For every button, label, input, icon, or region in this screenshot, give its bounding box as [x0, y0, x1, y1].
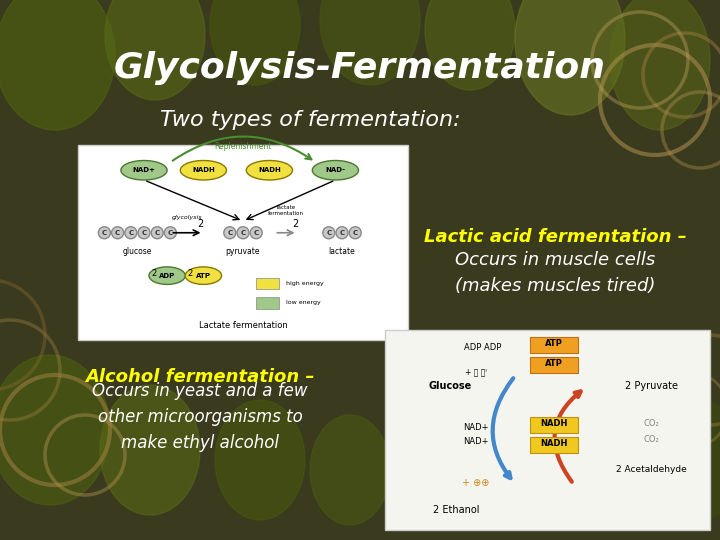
Text: pyruvate: pyruvate	[226, 247, 260, 256]
Text: ATP: ATP	[196, 273, 211, 279]
Text: Replenishment: Replenishment	[215, 141, 271, 151]
Ellipse shape	[105, 0, 205, 100]
Text: NAD-: NAD-	[325, 167, 346, 173]
Text: C: C	[128, 230, 133, 236]
Text: Glucose: Glucose	[428, 381, 472, 391]
Text: C: C	[339, 230, 345, 236]
Ellipse shape	[590, 375, 690, 505]
Text: lactate: lactate	[328, 247, 356, 256]
Text: 2 Ethanol: 2 Ethanol	[433, 505, 480, 515]
Text: C: C	[168, 230, 173, 236]
Text: Glycolysis-Fermentation: Glycolysis-Fermentation	[114, 51, 606, 85]
Text: NAD+: NAD+	[463, 423, 489, 432]
Ellipse shape	[320, 0, 420, 85]
Text: + ⊕⊕: + ⊕⊕	[462, 478, 490, 488]
Ellipse shape	[215, 400, 305, 520]
Circle shape	[237, 227, 249, 239]
Text: C: C	[353, 230, 358, 236]
Ellipse shape	[180, 160, 227, 180]
Text: Two types of fermentation:: Two types of fermentation:	[160, 110, 460, 130]
Text: C: C	[228, 230, 233, 236]
Text: NAD+: NAD+	[463, 437, 489, 446]
Ellipse shape	[100, 385, 200, 515]
FancyBboxPatch shape	[78, 145, 408, 340]
Ellipse shape	[121, 160, 167, 180]
Ellipse shape	[310, 415, 390, 525]
Bar	[256, 278, 279, 289]
Ellipse shape	[0, 0, 115, 130]
Bar	[256, 297, 279, 309]
Text: C: C	[240, 230, 246, 236]
Text: C: C	[326, 230, 331, 236]
FancyBboxPatch shape	[530, 437, 577, 453]
Text: Occurs in muscle cells
(makes muscles tired): Occurs in muscle cells (makes muscles ti…	[455, 251, 655, 295]
FancyBboxPatch shape	[530, 357, 577, 373]
Circle shape	[112, 227, 124, 239]
Circle shape	[164, 227, 176, 239]
Text: C: C	[253, 230, 258, 236]
Text: C: C	[102, 230, 107, 236]
Text: NADH: NADH	[540, 420, 567, 429]
Text: NAD+: NAD+	[132, 167, 156, 173]
Text: CO₂: CO₂	[644, 435, 660, 444]
Circle shape	[125, 227, 137, 239]
Ellipse shape	[312, 160, 359, 180]
Text: 2: 2	[151, 268, 156, 278]
Ellipse shape	[655, 400, 720, 520]
Text: ADP: ADP	[159, 273, 175, 279]
Text: ADP ADP: ADP ADP	[464, 343, 501, 352]
Text: 2: 2	[197, 219, 203, 229]
Text: CO₂: CO₂	[644, 419, 660, 428]
Ellipse shape	[515, 0, 625, 115]
Text: glucose: glucose	[122, 247, 152, 256]
Ellipse shape	[246, 160, 292, 180]
Text: 2 Acetaldehyde: 2 Acetaldehyde	[616, 465, 687, 475]
Text: 2: 2	[292, 219, 299, 229]
FancyBboxPatch shape	[530, 417, 577, 433]
Ellipse shape	[185, 267, 222, 285]
FancyBboxPatch shape	[530, 337, 577, 353]
Ellipse shape	[149, 267, 185, 285]
Text: lactate
fermentation: lactate fermentation	[268, 205, 304, 216]
Ellipse shape	[610, 0, 710, 130]
Text: NADH: NADH	[192, 167, 215, 173]
Ellipse shape	[210, 0, 300, 85]
Text: ATP: ATP	[545, 340, 563, 348]
Circle shape	[251, 227, 262, 239]
Text: high energy: high energy	[286, 281, 324, 286]
Text: Alcohol fermentation –: Alcohol fermentation –	[85, 368, 315, 386]
Circle shape	[138, 227, 150, 239]
Circle shape	[151, 227, 163, 239]
Text: Occurs in yeast and a few
other microorganisms to
make ethyl alcohol: Occurs in yeast and a few other microorg…	[92, 382, 307, 453]
Circle shape	[349, 227, 361, 239]
Text: C: C	[141, 230, 147, 236]
Circle shape	[323, 227, 335, 239]
Text: NADH: NADH	[258, 167, 281, 173]
Text: ATP: ATP	[545, 360, 563, 368]
Text: low energy: low energy	[286, 300, 320, 306]
Circle shape	[336, 227, 348, 239]
Text: + Ⓡ Ⓟᴵ: + Ⓡ Ⓟᴵ	[465, 367, 487, 376]
Circle shape	[99, 227, 110, 239]
Text: 2 Pyruvate: 2 Pyruvate	[625, 381, 678, 391]
Text: glycolysis: glycolysis	[171, 215, 202, 220]
Ellipse shape	[425, 0, 515, 90]
FancyBboxPatch shape	[385, 330, 710, 530]
Text: 2: 2	[188, 268, 193, 278]
Circle shape	[224, 227, 236, 239]
Text: C: C	[115, 230, 120, 236]
Text: NADH: NADH	[540, 440, 567, 449]
Text: C: C	[155, 230, 160, 236]
Ellipse shape	[0, 355, 110, 505]
Text: Lactic acid fermentation –: Lactic acid fermentation –	[423, 228, 686, 246]
Text: Lactate fermentation: Lactate fermentation	[199, 321, 287, 330]
